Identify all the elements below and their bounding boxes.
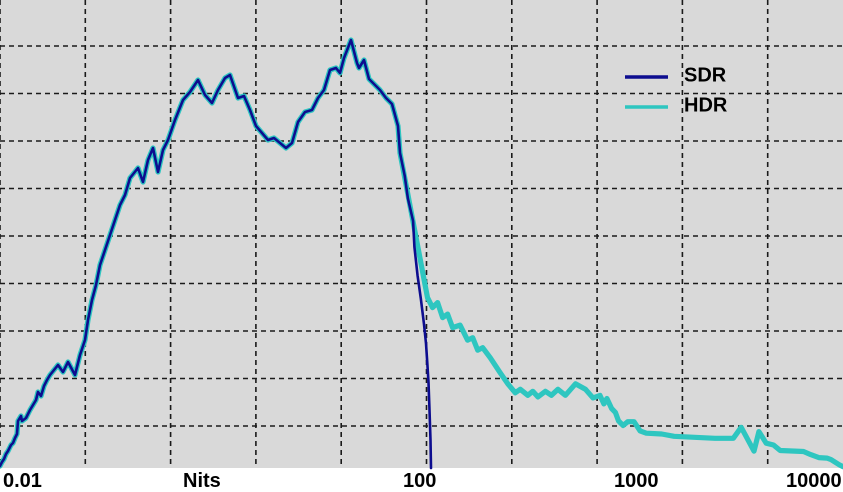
svg-text:SDR: SDR xyxy=(684,65,727,87)
svg-text:HDR: HDR xyxy=(684,95,728,117)
